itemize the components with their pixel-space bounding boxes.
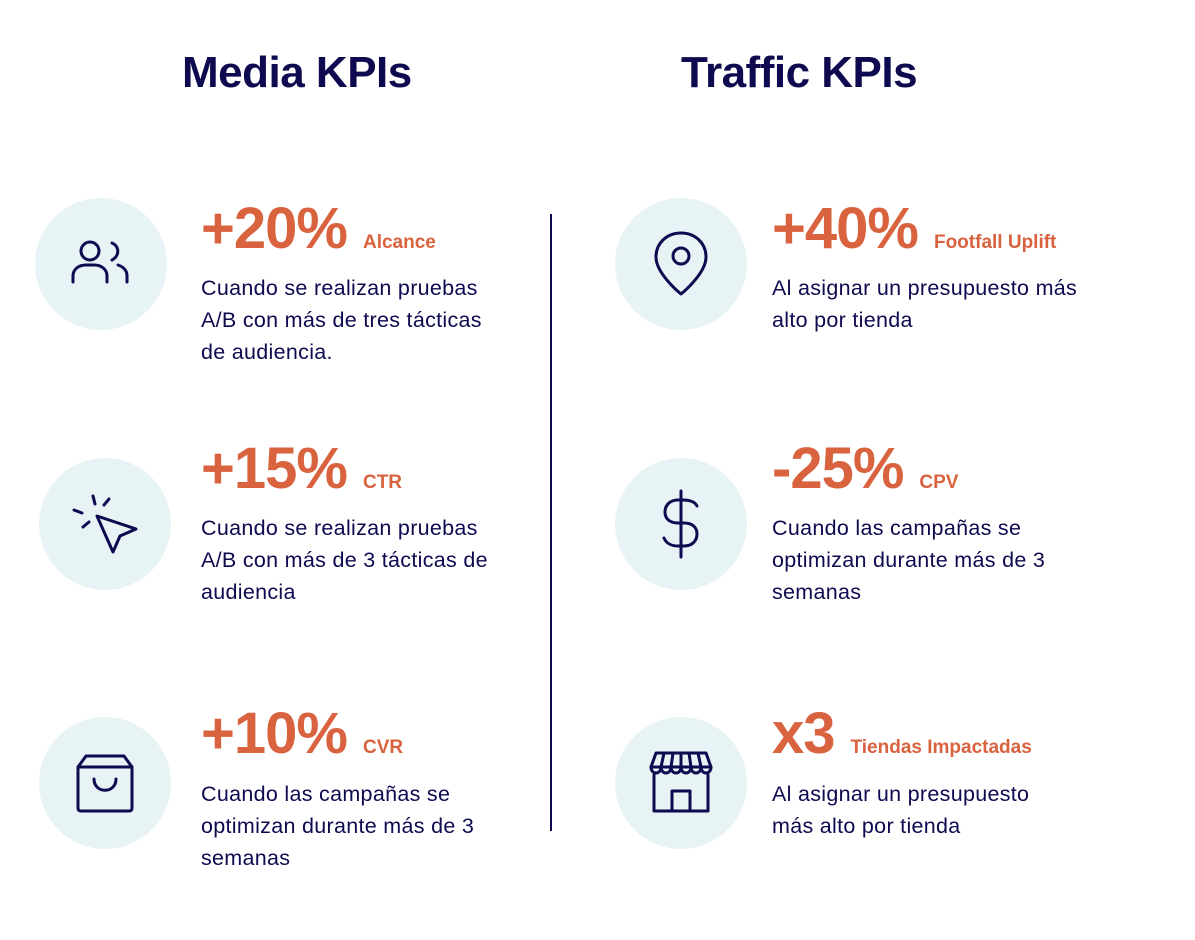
kpi-label: CTR xyxy=(362,472,403,493)
kpi-ctr: +15% CTR xyxy=(201,440,402,498)
kpi-description: Cuando se realizan pruebas A/B con más d… xyxy=(201,276,482,364)
kpi-cvr: +10% CVR xyxy=(201,705,403,763)
kpi-value: x3 xyxy=(772,701,836,766)
kpi-label: Alcance xyxy=(362,232,436,253)
kpi-footfall-uplift: +40% Footfall Uplift xyxy=(772,200,1056,258)
kpi-value: +15% xyxy=(201,436,348,501)
cursor-click-icon xyxy=(39,458,171,590)
kpi-label: CPV xyxy=(919,472,959,493)
kpi-value: +40% xyxy=(772,196,919,261)
kpi-description: Al asignar un presupuesto más alto por t… xyxy=(772,276,1078,332)
kpi-label: CVR xyxy=(362,737,404,758)
kpi-label: Tiendas Impactadas xyxy=(850,737,1032,758)
kpi-description: Cuando las campañas se optimizan durante… xyxy=(772,516,1046,604)
traffic-kpis-title: Traffic KPIs xyxy=(681,48,918,97)
kpi-label: Footfall Uplift xyxy=(933,232,1057,253)
kpi-value: +20% xyxy=(201,196,348,261)
storefront-icon xyxy=(615,717,747,849)
kpi-description: Al asignar un presupuesto más alto por t… xyxy=(772,782,1030,838)
dollar-sign-icon xyxy=(615,458,747,590)
kpi-value: +10% xyxy=(201,701,348,766)
media-kpis-title: Media KPIs xyxy=(182,48,412,97)
map-pin-icon xyxy=(615,198,747,330)
kpi-tiendas-impactadas: x3 Tiendas Impactadas xyxy=(772,705,1032,763)
users-icon xyxy=(35,198,167,330)
kpi-alcance: +20% Alcance xyxy=(201,200,436,258)
kpi-cpv: -25% CPV xyxy=(772,440,958,498)
kpi-description: Cuando se realizan pruebas A/B con más d… xyxy=(201,516,488,604)
column-divider xyxy=(550,214,552,831)
kpi-value: -25% xyxy=(772,436,904,501)
shopping-bag-icon xyxy=(39,717,171,849)
kpi-description: Cuando las campañas se optimizan durante… xyxy=(201,782,475,870)
